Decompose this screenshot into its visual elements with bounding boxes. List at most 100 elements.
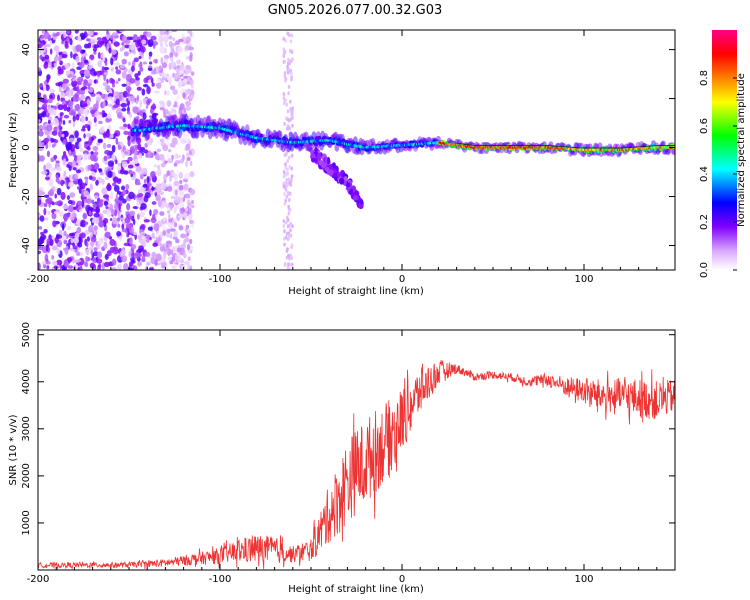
noise-blob [67,199,73,205]
noise-blob [131,65,135,72]
noise-blob [151,251,157,258]
noise-blob [171,154,174,160]
noise-blob [67,265,74,269]
noise-blob [126,238,130,244]
noise-blob [106,209,112,218]
noise-blob [54,139,59,144]
noise-blob [76,85,80,92]
noise-blob [72,167,77,171]
noise-blob [109,246,116,253]
noise-blob [95,217,100,225]
noise-blob [106,30,109,35]
noise-blob [179,201,185,209]
noise-blob [285,194,289,199]
noise-blob [67,181,74,188]
noise-blob [156,230,160,239]
noise-blob [290,177,293,182]
branch-blob [326,170,331,176]
noise-blob [38,196,42,200]
noise-blob [47,98,53,104]
noise-blob [73,206,77,211]
noise-blob [161,76,166,81]
noise-blob [133,265,138,270]
noise-blob [178,184,184,191]
noise-blob [171,171,175,177]
noise-blob [116,230,122,237]
noise-blob [82,103,88,108]
noise-blob [288,164,292,169]
noise-blob [184,45,190,51]
noise-blob [136,86,142,91]
noise-blob [118,195,124,201]
noise-blob [87,164,92,171]
noise-blob [287,262,290,267]
noise-blob [64,40,69,49]
noise-blob [127,95,132,102]
noise-blob [179,180,183,184]
noise-blob [172,37,176,42]
noise-blob [153,67,157,75]
noise-blob [153,223,160,232]
noise-blob [289,39,293,44]
noise-blob [176,59,181,65]
noise-blob [63,31,67,39]
noise-blob [89,246,94,251]
noise-blob [135,78,140,87]
noise-blob [157,168,162,177]
noise-blob [128,169,133,175]
noise-blob [129,210,136,216]
noise-blob [79,93,86,101]
noise-blob [47,116,53,121]
noise-blob [46,238,50,245]
colorbar-gradient [712,30,737,270]
noise-blob [283,229,286,234]
noise-blob [150,171,156,178]
noise-blob [107,113,112,119]
snr-frame [37,329,676,571]
noise-blob [136,213,140,220]
noise-blob [154,259,158,266]
noise-blob [92,203,97,209]
noise-blob [138,152,143,159]
noise-blob [38,155,45,162]
noise-blob [68,232,76,237]
noise-blob [80,116,86,123]
noise-blob [104,261,110,268]
noise-blob [163,34,168,38]
noise-blob [51,144,55,148]
noise-blob [115,137,118,145]
noise-blob [283,191,286,196]
noise-blob [128,224,132,231]
noise-blob [79,265,83,270]
noise-blob [285,102,288,107]
noise-blob [96,37,102,41]
noise-blob [83,153,88,161]
snr-x-tick-label: 100 [574,574,593,585]
noise-blob [283,99,287,104]
noise-blob [185,160,189,168]
noise-blob [84,176,89,180]
noise-blob [96,258,103,264]
noise-blob [69,212,75,221]
noise-blob [182,178,188,183]
noise-blob [165,43,169,48]
noise-blob [79,32,86,40]
noise-blob [137,261,142,267]
noise-blob [85,198,92,204]
noise-blob [99,172,104,176]
noise-blob [173,173,178,181]
noise-blob [290,107,294,112]
noise-blob [88,225,94,233]
noise-blob [65,90,72,97]
noise-blob [186,152,190,157]
noise-blob [179,103,185,111]
noise-blob [45,261,51,265]
noise-blob [127,138,131,147]
noise-blob [181,138,185,144]
noise-blob [66,158,69,162]
noise-blob [42,103,48,110]
noise-blob [95,206,101,214]
noise-blob [150,35,157,41]
noise-blob [59,211,64,217]
noise-blob [103,155,108,162]
